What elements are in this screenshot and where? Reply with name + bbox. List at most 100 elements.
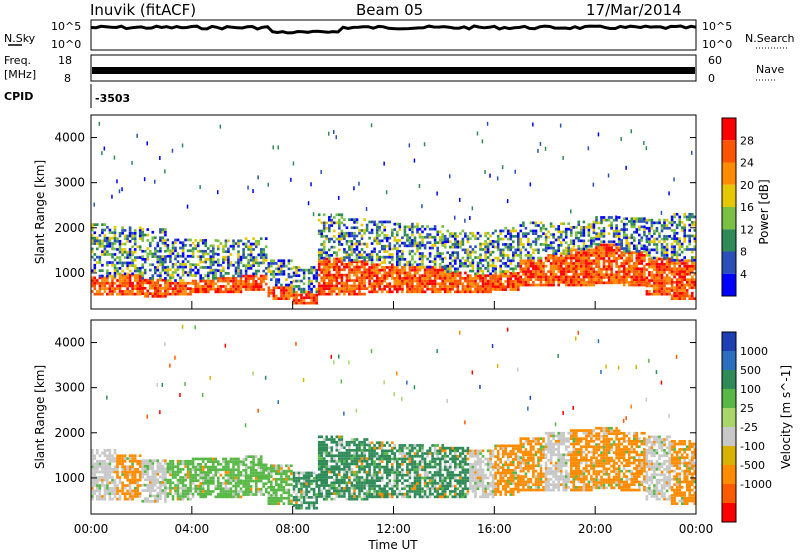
- velocity-cell: [106, 449, 109, 452]
- echo-cell: [131, 281, 134, 285]
- echo-cell: [179, 281, 182, 285]
- echo-speckle: [277, 145, 279, 150]
- echo-cell: [388, 287, 392, 291]
- echo-cell: [494, 240, 497, 244]
- echo-cell: [464, 290, 467, 294]
- velocity-cell: [123, 497, 127, 501]
- velocity-cell: [262, 471, 265, 475]
- echo-cell: [655, 268, 659, 272]
- velocity-cell: [254, 455, 258, 458]
- echo-cell: [673, 237, 676, 240]
- echo-cell: [164, 266, 167, 269]
- echo-cell: [370, 274, 374, 277]
- velocity-cell: [272, 467, 276, 470]
- freq-unit: [MHz]: [4, 68, 36, 81]
- echo-cell: [658, 287, 661, 290]
- echo-cell: [436, 282, 439, 286]
- echo-cell: [486, 242, 490, 246]
- echo-cell: [638, 281, 641, 284]
- echo-cell: [549, 246, 553, 250]
- echo-cell: [673, 294, 676, 298]
- echo-cell: [499, 232, 502, 235]
- echo-cell: [479, 287, 482, 291]
- echo-cell: [496, 280, 500, 283]
- echo-cell: [600, 235, 603, 238]
- echo-cell: [423, 274, 427, 277]
- velocity-cell: [111, 454, 114, 458]
- velocity-cell: [136, 489, 139, 493]
- velocity-cell: [116, 468, 119, 471]
- echo-cell: [282, 270, 286, 273]
- echo-cell: [544, 244, 548, 247]
- echo-cell: [464, 277, 467, 280]
- echo-cell: [469, 245, 472, 249]
- echo-cell: [368, 290, 371, 294]
- velocity-cell: [244, 455, 248, 458]
- echo-cell: [519, 237, 523, 241]
- echo-cell: [277, 278, 281, 281]
- echo-cell: [436, 290, 439, 294]
- velocity-cell: [244, 487, 248, 491]
- echo-cell: [133, 231, 137, 235]
- echo-cell: [660, 248, 664, 252]
- echo-cell: [328, 248, 331, 252]
- velocity-cell: [285, 496, 288, 500]
- echo-cell: [610, 281, 613, 285]
- echo-cell: [559, 272, 563, 276]
- echo-cell: [428, 233, 432, 236]
- echo-cell: [620, 228, 623, 231]
- echo-cell: [196, 282, 200, 286]
- echo-cell: [285, 291, 288, 295]
- echo-cell: [315, 274, 318, 277]
- echo-cell: [363, 268, 366, 272]
- echo-cell: [630, 251, 634, 254]
- echo-cell: [496, 277, 500, 281]
- echo-cell: [630, 283, 634, 287]
- velocity-cell: [277, 469, 281, 473]
- echo-speckle: [587, 146, 590, 151]
- echo-cell: [375, 263, 379, 267]
- echo-cell: [474, 237, 477, 240]
- echo-cell: [638, 262, 641, 265]
- echo-cell: [408, 228, 412, 231]
- echo-cell: [393, 271, 397, 275]
- echo-cell: [456, 243, 460, 246]
- velocity-cell: [186, 486, 190, 490]
- echo-speckle: [471, 206, 474, 211]
- echo-cell: [421, 274, 424, 277]
- velocity-cell: [237, 490, 240, 493]
- velocity-cell: [143, 497, 147, 500]
- echo-cell: [355, 271, 359, 274]
- echo-cell: [217, 244, 220, 248]
- echo-cell: [393, 266, 397, 269]
- echo-cell: [116, 272, 119, 276]
- echo-cell: [174, 290, 177, 293]
- echo-cell: [595, 281, 598, 285]
- echo-cell: [335, 271, 339, 274]
- echo-cell: [635, 249, 639, 253]
- echo-cell: [93, 266, 97, 270]
- echo-cell: [171, 263, 175, 266]
- echo-cell: [650, 276, 654, 280]
- echo-cell: [174, 268, 177, 272]
- echo-cell: [650, 265, 654, 269]
- velocity-cell: [257, 458, 260, 461]
- echo-cell: [398, 279, 402, 283]
- echo-cell: [118, 234, 122, 238]
- echo-cell: [322, 287, 326, 290]
- velocity-cell: [151, 478, 155, 482]
- y-tick-label: 3000: [54, 176, 85, 190]
- echo-cell: [154, 266, 157, 269]
- echo-cell: [297, 268, 301, 272]
- echo-cell: [232, 277, 235, 280]
- echo-cell: [441, 260, 444, 263]
- velocity-cell: [174, 492, 177, 495]
- echo-cell: [443, 270, 447, 273]
- echo-cell: [133, 234, 137, 238]
- echo-cell: [156, 292, 160, 295]
- velocity-cell: [146, 489, 150, 492]
- velocity-cell: [275, 467, 278, 470]
- echo-cell: [360, 287, 364, 290]
- echo-cell: [317, 232, 321, 235]
- echo-cell: [360, 229, 364, 232]
